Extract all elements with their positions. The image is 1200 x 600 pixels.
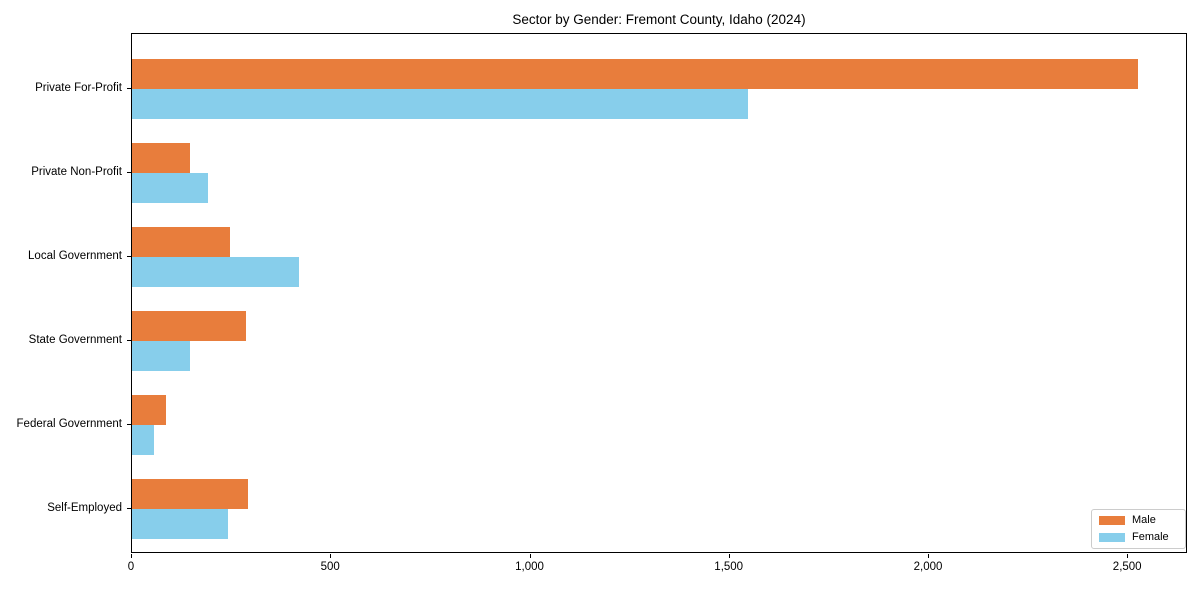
x-tick-mark — [928, 554, 929, 558]
x-tick-label-1-000: 1,000 — [515, 561, 544, 573]
x-tick-label-1-500: 1,500 — [714, 561, 744, 573]
bar-female-local-government — [132, 257, 300, 287]
y-tick-mark — [127, 508, 131, 509]
bar-male-state-government — [132, 311, 246, 341]
legend-item-male: Male — [1099, 514, 1178, 527]
y-tick-mark — [127, 340, 131, 341]
bar-male-self-employed — [132, 479, 248, 509]
y-tick-mark — [127, 88, 131, 89]
bar-male-private-non-profit — [132, 143, 190, 173]
y-tick-label-private-for-profit: Private For-Profit — [35, 82, 122, 94]
x-tick-label-2-500: 2,500 — [1112, 561, 1142, 573]
y-tick-label-local-government: Local Government — [28, 250, 122, 262]
bar-male-private-for-profit — [132, 59, 1139, 89]
y-tick-label-private-non-profit: Private Non-Profit — [31, 166, 122, 178]
bar-female-private-non-profit — [132, 173, 208, 203]
x-tick-mark — [529, 554, 531, 558]
legend-label-female: Female — [1132, 531, 1169, 543]
y-tick-label-state-government: State Government — [28, 334, 122, 346]
y-tick-label-federal-government: Federal Government — [16, 418, 122, 430]
chart-title: Sector by Gender: Fremont County, Idaho … — [512, 12, 806, 27]
legend-label-male: Male — [1132, 514, 1156, 526]
plot-area — [131, 33, 1187, 553]
bar-female-state-government — [132, 341, 190, 371]
x-tick-mark — [728, 554, 730, 558]
x-tick-label-0: 0 — [127, 561, 135, 573]
legend-swatch-female — [1099, 533, 1125, 542]
y-tick-mark — [127, 256, 131, 257]
legend: Male Female — [1091, 509, 1186, 549]
y-tick-label-self-employed: Self-Employed — [47, 502, 122, 514]
x-tick-label-2-000: 2,000 — [913, 561, 943, 573]
legend-item-female: Female — [1099, 531, 1178, 544]
legend-swatch-male — [1099, 516, 1125, 525]
y-tick-mark — [127, 424, 131, 425]
bar-male-federal-government — [132, 395, 166, 425]
x-tick-mark — [1127, 554, 1129, 558]
x-tick-label-500: 500 — [320, 561, 340, 573]
bar-female-federal-government — [132, 425, 154, 455]
x-tick-mark — [330, 554, 332, 558]
bar-female-self-employed — [132, 509, 228, 539]
bar-male-local-government — [132, 227, 230, 257]
x-tick-mark — [131, 554, 132, 558]
bar-female-private-for-profit — [132, 89, 748, 119]
y-tick-mark — [127, 172, 131, 173]
